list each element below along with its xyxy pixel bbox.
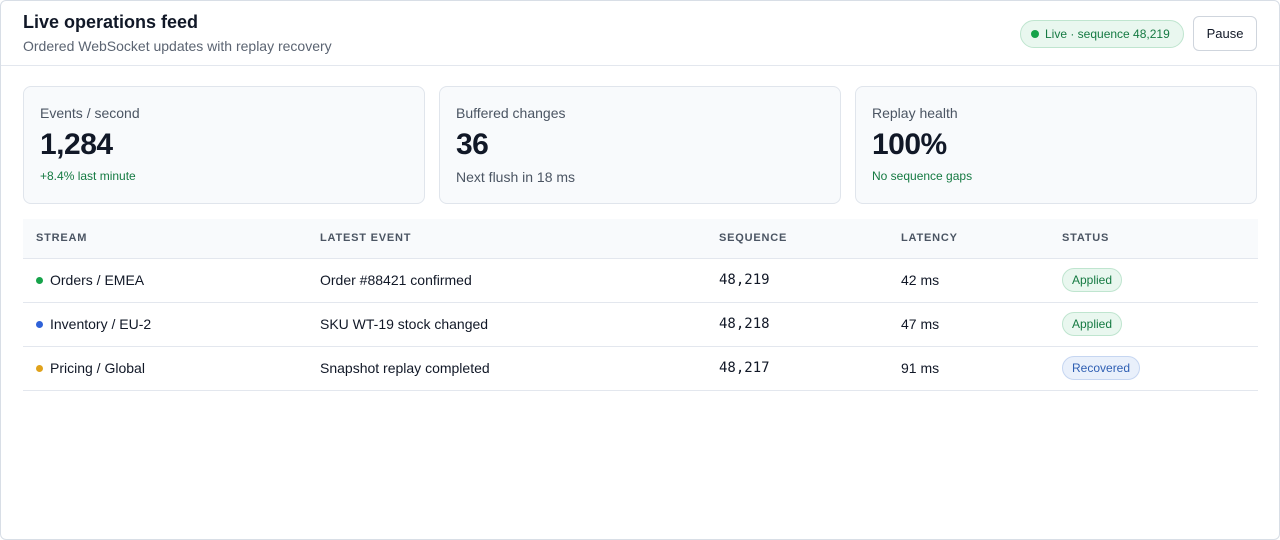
stream-dot-icon <box>36 364 43 372</box>
status-cell: Applied <box>1049 302 1258 347</box>
column-header-latest-event[interactable]: LATEST EVENT <box>307 219 706 259</box>
pause-button[interactable]: Pause <box>1193 16 1257 51</box>
stream-name: Inventory / EU-2 <box>50 316 152 332</box>
metric-value: 1,284 <box>40 128 113 161</box>
metric-value: 100% <box>872 128 947 161</box>
stream-cell: Orders / EMEA <box>23 258 307 303</box>
metric-note: No sequence gaps <box>872 169 973 183</box>
column-header-stream[interactable]: STREAM <box>23 219 307 259</box>
stream-cell: Pricing / Global <box>23 346 307 391</box>
page-subtitle: Ordered WebSocket updates with replay re… <box>23 38 332 54</box>
latency-cell: 42 ms <box>888 258 1049 303</box>
page-title: Live operations feed <box>23 12 199 32</box>
metric-note: +8.4% last minute <box>40 169 136 183</box>
metric-cards: Events / second 1,284 +8.4% last minute … <box>23 86 1257 204</box>
status-cell: Applied <box>1049 258 1258 303</box>
table-row[interactable]: Orders / EMEA Order #88421 confirmed 48,… <box>23 258 1258 303</box>
status-badge: Recovered <box>1062 356 1141 380</box>
metric-label: Events / second <box>40 105 140 121</box>
metric-card-replay: Replay health 100% No sequence gaps <box>855 86 1257 204</box>
stream-cell: Inventory / EU-2 <box>23 302 307 347</box>
column-header-status[interactable]: STATUS <box>1049 219 1258 259</box>
sequence-cell: 48,219 <box>706 258 888 303</box>
metric-card-events: Events / second 1,284 +8.4% last minute <box>23 86 425 204</box>
latest-event-cell: Order #88421 confirmed <box>307 258 706 303</box>
stream-name: Pricing / Global <box>50 360 145 376</box>
status-cell: Recovered <box>1049 346 1258 391</box>
metric-note: Next flush in 18 ms <box>456 169 576 185</box>
stream-dot-icon <box>36 276 43 284</box>
latency-cell: 47 ms <box>888 302 1049 347</box>
table-header-row: STREAM LATEST EVENT SEQUENCE LATENCY STA… <box>23 219 1258 259</box>
live-dot-icon <box>1031 30 1039 38</box>
column-header-sequence[interactable]: SEQUENCE <box>706 219 888 259</box>
status-badge: Applied <box>1062 268 1123 292</box>
column-header-latency[interactable]: LATENCY <box>888 219 1049 259</box>
stream-dot-icon <box>36 320 43 328</box>
stream-name: Orders / EMEA <box>50 272 145 288</box>
metric-label: Replay health <box>872 105 958 121</box>
metric-label: Buffered changes <box>456 105 566 121</box>
streams-table: STREAM LATEST EVENT SEQUENCE LATENCY STA… <box>23 219 1258 391</box>
live-status-badge: Live · sequence 48,219 <box>1020 20 1184 48</box>
sequence-cell: 48,218 <box>706 302 888 347</box>
sequence-cell: 48,217 <box>706 346 888 391</box>
latency-cell: 91 ms <box>888 346 1049 391</box>
latest-event-cell: SKU WT-19 stock changed <box>307 302 706 347</box>
status-badge: Applied <box>1062 312 1123 336</box>
table-row[interactable]: Inventory / EU-2 SKU WT-19 stock changed… <box>23 302 1258 347</box>
metric-card-buffered: Buffered changes 36 Next flush in 18 ms <box>439 86 841 204</box>
panel-header: Live operations feed Ordered WebSocket u… <box>1 1 1279 66</box>
live-status-label: Live · sequence 48,219 <box>1045 27 1170 41</box>
table-row[interactable]: Pricing / Global Snapshot replay complet… <box>23 346 1258 391</box>
metric-value: 36 <box>456 128 489 161</box>
latest-event-cell: Snapshot replay completed <box>307 346 706 391</box>
